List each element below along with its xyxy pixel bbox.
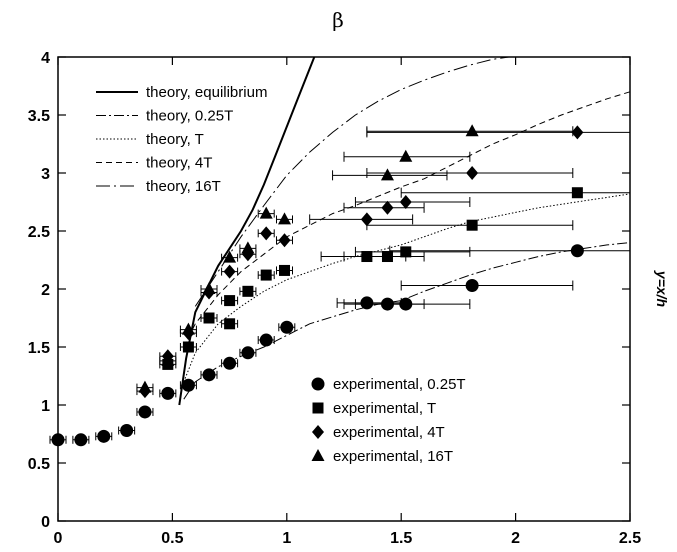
legend-label-theory: theory, equilibrium (146, 84, 267, 101)
y-tick-label: 0.5 (28, 456, 50, 473)
theory-curve-2 (183, 193, 631, 382)
data-point-square (203, 312, 215, 324)
data-point-square (224, 295, 236, 307)
data-point-circle (74, 433, 88, 447)
data-point-circle (380, 297, 394, 311)
data-point-circle (181, 378, 195, 392)
data-point-square (571, 187, 583, 199)
x-tick-label: 1.5 (390, 530, 412, 547)
chart-title: β (332, 8, 344, 32)
data-point-diamond (360, 212, 373, 227)
data-point-diamond (260, 226, 273, 241)
data-point-triangle (181, 322, 195, 335)
y-tick-label: 2 (41, 282, 50, 299)
data-point-triangle (380, 168, 394, 181)
data-point-circle (465, 279, 479, 293)
x-tick-label: 0.5 (161, 530, 183, 547)
y-axis-label: y=x/h (654, 270, 670, 307)
legend-marker-square (312, 402, 324, 414)
data-markers (51, 124, 584, 447)
data-point-square (224, 318, 236, 330)
y-tick-label: 4 (41, 50, 50, 67)
data-point-diamond (399, 195, 412, 209)
data-point-circle (51, 433, 65, 447)
x-tick-label: 2.5 (619, 530, 641, 547)
y-tick-label: 2.5 (28, 224, 50, 241)
x-tick-label: 1 (282, 530, 291, 547)
data-point-square (466, 219, 478, 231)
data-point-circle (241, 346, 255, 360)
data-point-triangle (138, 380, 152, 393)
legend-label-theory: theory, 4T (146, 155, 212, 172)
legend-label-experimental: experimental, 16T (333, 448, 453, 465)
data-point-square (279, 264, 291, 276)
data-point-square (242, 285, 254, 297)
data-point-circle (280, 320, 294, 334)
y-tick-label: 0 (41, 514, 50, 531)
theory-curve-0 (178, 56, 316, 406)
data-point-triangle (223, 250, 237, 263)
data-point-diamond (278, 233, 291, 248)
data-point-triangle (202, 282, 216, 294)
legend-label-theory: theory, 0.25T (146, 108, 233, 125)
y-tick-label: 3.5 (28, 108, 50, 125)
legend-experimental: experimental, 0.25T experimental, T experi… (311, 376, 466, 465)
data-point-diamond (571, 125, 584, 140)
data-point-circle (360, 296, 374, 310)
data-point-diamond (223, 264, 236, 279)
y-tick-label: 1.5 (28, 340, 50, 357)
data-point-diamond (466, 166, 479, 180)
axis-ticks: 0 0.5 1 1.5 2 2.5 0 0.5 1 1.5 2 2.5 3 3.5 4 (28, 50, 641, 547)
error-bars (49, 126, 631, 444)
y-tick-label: 1 (41, 398, 50, 415)
y-tick-label: 3 (41, 166, 50, 183)
data-point-triangle (465, 124, 479, 137)
x-tick-label: 0 (54, 530, 63, 547)
legend-label-theory: theory, 16T (146, 178, 221, 195)
legend-label-experimental: experimental, T (333, 400, 436, 417)
data-point-circle (202, 368, 216, 382)
legend-theory: theory, equilibrium theory, 0.25T theory, … (96, 84, 267, 195)
legend-marker-triangle (311, 449, 325, 461)
data-point-circle (161, 386, 175, 400)
legend-label-experimental: experimental, 0.25T (333, 376, 466, 393)
data-point-diamond (381, 200, 394, 215)
data-point-circle (120, 424, 134, 438)
data-point-square (260, 269, 272, 281)
legend-marker-diamond (312, 425, 324, 439)
legend-label-theory: theory, T (146, 131, 204, 148)
data-point-triangle (278, 212, 292, 225)
theory-curve-3 (183, 91, 631, 348)
data-point-square (182, 341, 194, 353)
data-point-triangle (399, 149, 413, 162)
data-point-circle (223, 356, 237, 370)
data-point-square (361, 251, 373, 263)
data-point-square (381, 251, 393, 263)
x-tick-label: 2 (511, 530, 520, 547)
data-point-square (400, 246, 412, 258)
data-point-circle (399, 297, 413, 311)
data-point-circle (570, 244, 584, 258)
data-point-circle (138, 405, 152, 419)
data-point-triangle (161, 353, 175, 366)
data-point-triangle (241, 241, 255, 254)
theory-curve-4 (194, 56, 509, 307)
data-point-triangle (259, 206, 273, 219)
data-point-circle (97, 429, 111, 443)
legend-marker-circle (311, 377, 325, 391)
legend-label-experimental: experimental, 4T (333, 424, 445, 441)
data-point-circle (259, 333, 273, 347)
